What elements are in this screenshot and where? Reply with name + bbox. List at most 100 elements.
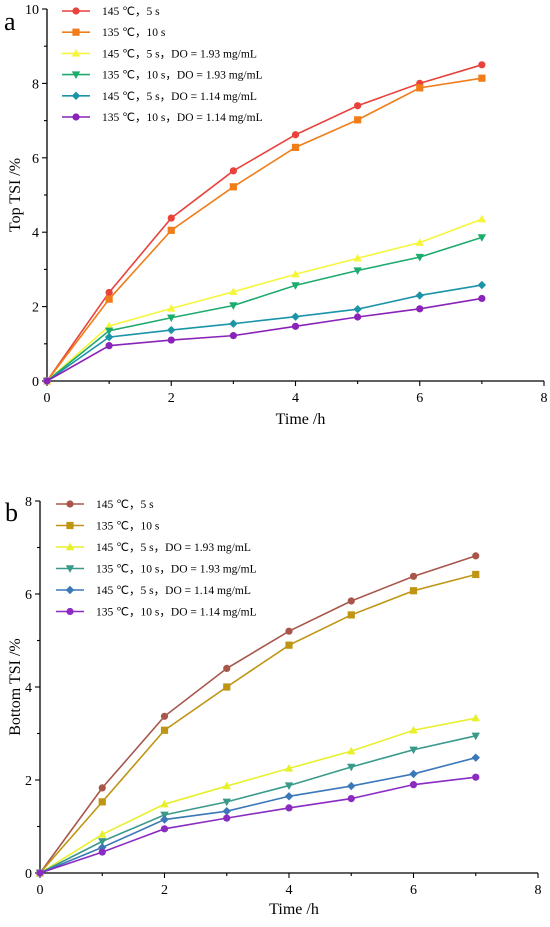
data-point [285,627,293,635]
data-point [291,143,300,151]
data-point [223,683,231,691]
series-line [39,555,476,874]
legend-label: 135 ℃，10 s，DO = 1.93 mg/mL [102,70,263,82]
data-point [347,611,355,619]
data-point [409,769,418,779]
data-point [167,214,175,222]
series-line [46,284,483,382]
y-tick-label: 6 [25,588,32,603]
data-point [222,781,231,790]
data-point [415,291,424,300]
data-point [347,597,355,605]
legend-marker [71,49,81,57]
data-point [36,869,44,877]
legend-marker [71,91,81,100]
data-point [478,294,486,303]
series-line [39,776,476,874]
panel-label: a [4,7,16,36]
legend-label: 145 ℃，5 s [96,499,154,511]
x-tick-label: 0 [37,883,44,898]
series-line [46,64,483,382]
chart-b-svg: 0 2 4 6 8 0 2 4 6 8 Time /h Bottom TSI /% b 145 ℃，5 s… [5,495,542,918]
legend-label: 145 ℃，5 s，DO = 1.93 mg/mL [96,542,251,554]
data-point [471,753,480,762]
legend-item: 145 ℃，5 s，DO = 1.93 mg/mL [62,48,257,60]
data-point [291,312,300,321]
data-point [472,773,480,781]
data-point [98,838,107,846]
legend-item: 135 ℃，10 s [56,521,160,533]
x-tick-label: 2 [168,391,175,406]
data-point [98,848,106,856]
legend-item: 135 ℃，10 s，DO = 1.14 mg/mL [56,607,257,619]
x-axis-title: Time /h [276,411,326,428]
data-point [471,713,480,722]
data-point [167,226,175,234]
series-6 [36,773,480,877]
legend-label: 135 ℃，10 s，DO = 1.14 mg/mL [102,112,263,124]
data-point [354,116,362,124]
data-point [415,253,424,262]
data-point [285,804,293,812]
data-point [415,238,424,246]
legend-label: 135 ℃，10 s，DO = 1.14 mg/mL [96,607,257,619]
data-point [284,792,294,801]
y-tick-label: 4 [32,226,39,241]
legend: 145 ℃，5 s 135 ℃，10 s 145 ℃，5 s，DO = 1.93 m… [62,6,263,124]
series-line [39,735,476,874]
data-point [105,295,113,303]
legend: 145 ℃，5 s 135 ℃，10 s 145 ℃，5 s，DO = 1.93 m… [56,499,257,619]
legend-item: 145 ℃，5 s，DO = 1.93 mg/mL [56,542,251,554]
data-point [347,781,356,791]
data-point [229,183,237,191]
data-point [160,825,169,833]
data-point [409,572,418,580]
legend-label: 135 ℃，10 s [96,521,160,533]
data-point [409,725,418,734]
series-line [39,756,476,874]
data-point [472,552,480,560]
data-point [409,587,418,595]
data-point [353,253,362,262]
data-point [105,288,113,297]
y-tick-label: 0 [32,375,39,390]
legend-marker [66,607,74,616]
series-line [46,218,483,382]
legend-item: 145 ℃，5 s，DO = 1.14 mg/mL [56,585,251,597]
series-line [46,236,483,382]
data-point [409,746,418,755]
data-point [284,763,294,772]
data-point [478,74,486,82]
series-line [39,717,476,874]
y-axis-title: Top TSI /% [7,158,24,232]
legend-label: 135 ℃，10 s [102,27,166,39]
legend-item: 145 ℃，5 s，DO = 1.14 mg/mL [62,91,257,103]
legend-item: 135 ℃，10 s，DO = 1.93 mg/mL [62,70,263,82]
panel-label: b [5,498,18,527]
series-5 [35,753,480,878]
series-3 [35,713,480,877]
x-tick-label: 2 [161,883,168,898]
data-point [291,282,300,290]
series-1 [36,552,480,877]
data-point [167,336,175,344]
y-axis-title: Bottom TSI /% [7,638,24,736]
data-point [353,305,362,314]
series-line [39,573,476,874]
data-point [104,327,114,336]
data-point [160,815,169,824]
data-point [167,304,176,312]
data-point [478,61,486,69]
data-point [347,763,356,772]
legend-marker [72,28,80,36]
x-axis-title: Time /h [269,901,319,918]
x-tick-label: 8 [535,883,542,898]
legend-marker [65,585,75,595]
data-point [223,814,231,822]
data-point [354,313,362,321]
y-tick-label: 8 [25,495,32,510]
data-point [285,641,293,649]
legend-marker [65,542,75,551]
x-tick-label: 4 [286,883,293,898]
